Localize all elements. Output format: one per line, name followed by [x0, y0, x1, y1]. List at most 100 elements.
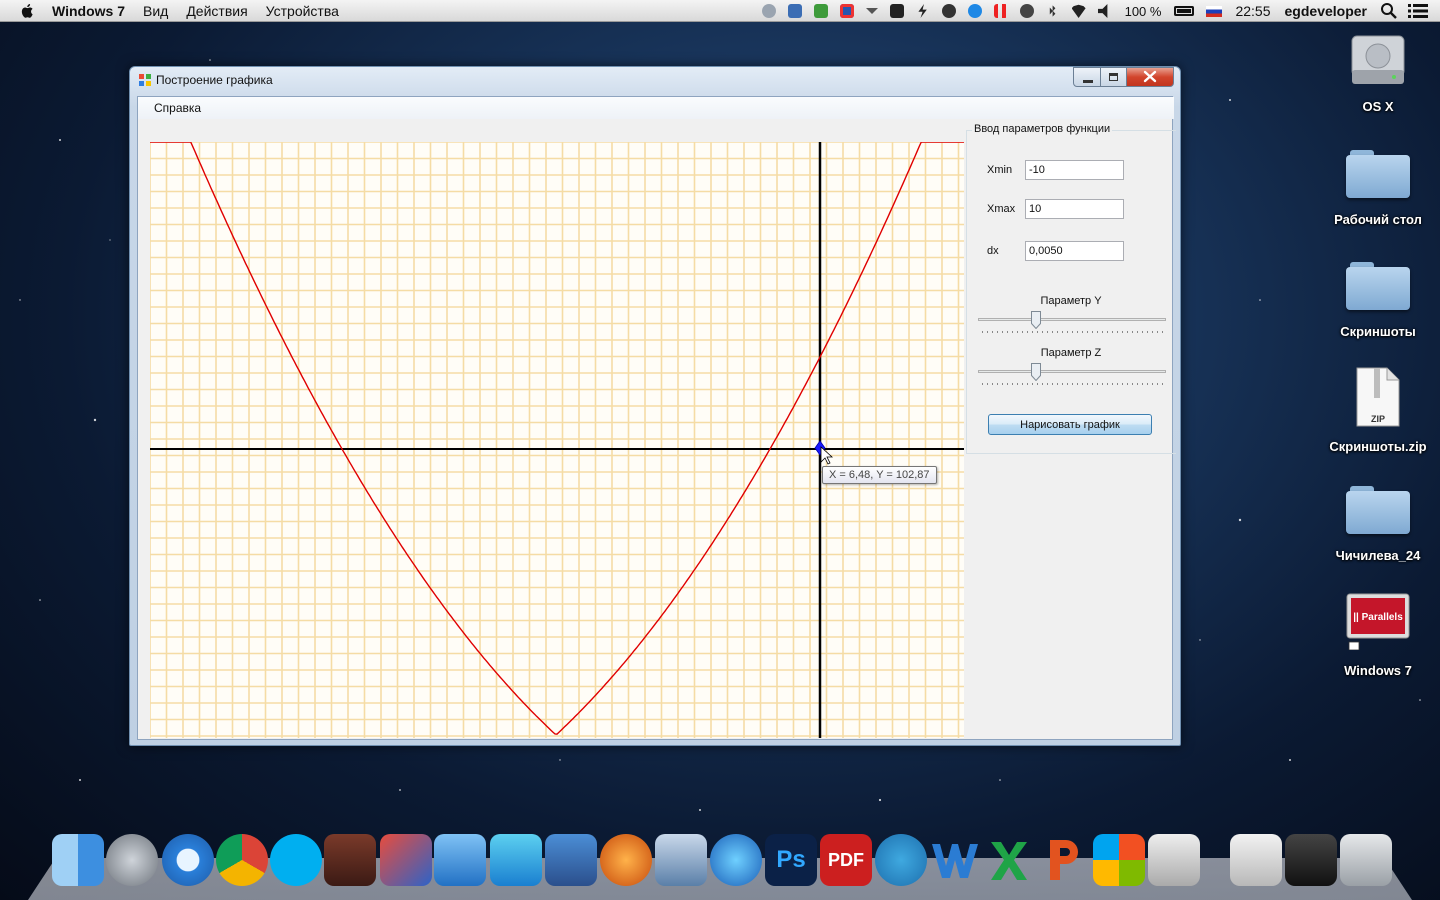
maximize-icon	[1109, 73, 1118, 81]
mail-icon[interactable]	[380, 834, 432, 886]
graph-canvas[interactable]	[150, 142, 964, 738]
zip-badge: ZIP	[1371, 414, 1385, 424]
param-z-slider-thumb[interactable]	[1031, 363, 1042, 381]
downloads-stack-icon[interactable]	[1230, 834, 1282, 886]
skype-icon[interactable]	[270, 834, 322, 886]
desktop-item-desktop-folder[interactable]: Рабочий стол	[1322, 150, 1434, 227]
function-plot[interactable]	[150, 142, 964, 738]
user-name[interactable]: egdeveloper	[1284, 3, 1367, 19]
param-y-label: Параметр Y	[1040, 295, 1102, 307]
close-button[interactable]	[1126, 67, 1174, 87]
pdf-reader-icon[interactable]: PDF	[820, 834, 872, 886]
instruments-icon[interactable]	[545, 834, 597, 886]
parallels-menu-icon[interactable]	[993, 4, 1008, 18]
word-icon[interactable]	[928, 834, 980, 886]
xcode-icon[interactable]	[434, 834, 486, 886]
menu-strip: Справка	[138, 97, 1174, 119]
minimize-icon	[1083, 80, 1093, 83]
window-client-area: Справка X = 6,48, Y = 102,87 Ввод параме…	[137, 96, 1176, 740]
mac-menu-bar: Windows 7 Вид Действия Устройства 100 % …	[0, 0, 1440, 22]
coordinates-tooltip: X = 6,48, Y = 102,87	[822, 466, 937, 484]
photoshop-icon[interactable]: Ps	[765, 834, 817, 886]
pdf-label: PDF	[828, 849, 864, 870]
menu-app-name[interactable]: Windows 7	[52, 2, 125, 19]
desktop-item-label: Скриншоты.zip	[1329, 439, 1427, 454]
screenshot-tool-icon[interactable]	[1148, 834, 1200, 886]
volume-status-icon[interactable]	[761, 4, 776, 18]
itunes-icon[interactable]	[710, 834, 762, 886]
menu-actions[interactable]: Действия	[186, 2, 248, 19]
minimize-button[interactable]	[1073, 67, 1101, 87]
desktop-item-label: Чичилева_24	[1335, 548, 1421, 563]
folder-icon	[1346, 150, 1410, 198]
menu-help[interactable]: Справка	[154, 101, 202, 115]
folder-icon	[1346, 486, 1410, 534]
desktop-item-windows7-vm[interactable]: || Parallels Windows 7	[1322, 592, 1434, 678]
mathematica-icon[interactable]	[600, 834, 652, 886]
finder-icon[interactable]	[52, 834, 104, 886]
flash-icon[interactable]	[918, 4, 927, 18]
clock[interactable]: 22:55	[1235, 3, 1271, 19]
simplenote-icon[interactable]	[875, 834, 927, 886]
group-title: Ввод параметров функции	[972, 123, 1113, 135]
powerpoint-icon[interactable]	[1038, 834, 1090, 886]
desktop-item-label: Windows 7	[1344, 663, 1412, 678]
evernote-icon[interactable]	[813, 4, 828, 18]
graph-window: Построение графика Справка X = 6,48, Y =…	[129, 66, 1181, 746]
shazam-icon[interactable]	[967, 4, 982, 18]
safari-icon[interactable]	[162, 834, 214, 886]
desktop-item-osx-drive[interactable]: OS X	[1322, 30, 1434, 114]
folx-icon[interactable]	[324, 834, 376, 886]
param-y-slider[interactable]	[978, 318, 1166, 321]
sync-icon[interactable]	[941, 4, 956, 18]
menu-view[interactable]: Вид	[143, 2, 169, 19]
arrow-down-icon[interactable]	[865, 8, 878, 14]
windows-icon[interactable]	[1093, 834, 1145, 886]
menu-devices[interactable]: Устройства	[265, 2, 339, 19]
draw-graph-button[interactable]: Нарисовать график	[988, 414, 1152, 435]
screen-icon[interactable]	[787, 4, 802, 18]
param-y-ticks	[982, 331, 1164, 333]
dx-label: dx	[987, 245, 999, 257]
desktop-item-screenshots-folder[interactable]: Скриншоты	[1322, 262, 1434, 339]
volume-icon[interactable]	[1097, 4, 1108, 18]
russian-flag-icon[interactable]	[1206, 5, 1223, 17]
wifi-icon[interactable]	[1071, 4, 1086, 18]
param-y-slider-thumb[interactable]	[1031, 311, 1042, 329]
plot-grid	[150, 142, 964, 738]
xmax-input[interactable]: 10	[1025, 199, 1124, 219]
param-z-label: Параметр Z	[1040, 347, 1102, 359]
apple-icon[interactable]	[18, 2, 36, 20]
desktop-item-label: Скриншоты	[1340, 324, 1416, 339]
notification-center-icon[interactable]	[1408, 3, 1428, 19]
hard-drive-icon	[1351, 35, 1405, 84]
parallels-desktop-icon[interactable]	[655, 834, 707, 886]
desktop-item-label: Рабочий стол	[1334, 212, 1422, 227]
jetbrains-icon[interactable]	[490, 834, 542, 886]
function-curve	[150, 142, 964, 735]
dropbox-icon[interactable]	[889, 4, 904, 18]
blocked-app-icon[interactable]	[839, 4, 854, 18]
excel-icon[interactable]	[983, 834, 1035, 886]
close-icon	[1143, 70, 1157, 83]
utilities-stack-icon[interactable]	[1285, 834, 1337, 886]
dx-input[interactable]: 0,0050	[1025, 241, 1124, 261]
desktop-item-label: OS X	[1362, 99, 1394, 114]
zip-archive-icon: ZIP	[1356, 367, 1400, 427]
xmin-input[interactable]: -10	[1025, 160, 1124, 180]
battery-icon[interactable]	[1174, 6, 1195, 16]
maximize-button[interactable]	[1100, 67, 1127, 87]
param-z-slider[interactable]	[978, 370, 1166, 373]
bluetooth-icon[interactable]	[1049, 5, 1056, 17]
launchpad-icon[interactable]	[106, 834, 158, 886]
time-machine-icon[interactable]	[1019, 4, 1034, 18]
chrome-icon[interactable]	[216, 834, 268, 886]
photoshop-label: Ps	[776, 846, 806, 873]
desktop-item-screenshots-zip[interactable]: ZIP Скриншоты.zip	[1322, 366, 1434, 454]
battery-percent: 100 %	[1124, 3, 1162, 19]
app-window-icon	[139, 74, 151, 86]
param-z-ticks	[982, 383, 1164, 385]
trash-icon[interactable]	[1340, 834, 1392, 886]
spotlight-icon[interactable]	[1380, 2, 1398, 20]
desktop-item-chicheleva-folder[interactable]: Чичилева_24	[1322, 486, 1434, 563]
